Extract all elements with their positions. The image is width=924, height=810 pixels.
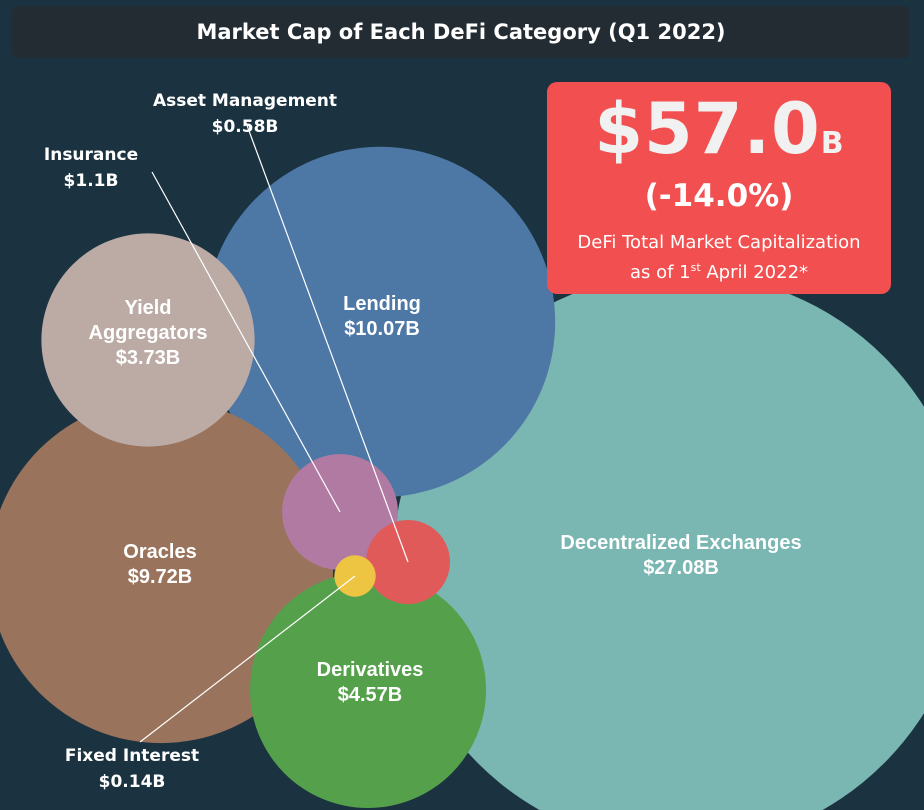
bubble-value-yield-aggregators: $3.73B — [116, 347, 181, 369]
total-value-line: $57.0B — [547, 88, 891, 170]
total-market-cap-box: $57.0B (-14.0%) DeFi Total Market Capita… — [547, 82, 891, 294]
bubble-value-derivatives: $4.57B — [338, 684, 403, 706]
total-change: (-14.0%) — [644, 178, 794, 214]
bubble-value-decentralized-exchanges: $27.08B — [643, 557, 719, 579]
bubble-label-decentralized-exchanges: Decentralized Exchanges — [560, 532, 801, 554]
bubble-label-yield-aggregators: Yield — [124, 297, 171, 319]
bubble-value-lending: $10.07B — [344, 318, 420, 340]
bubble-label-lending: Lending — [343, 293, 421, 315]
total-value: $57.0 — [594, 88, 821, 170]
callout-value-asset-management: $0.58B — [212, 117, 279, 137]
total-description-line1: DeFi Total Market Capitalization — [577, 232, 861, 253]
total-description: DeFi Total Market Capitalization as of 1… — [547, 230, 891, 285]
leader-line-asset-management — [244, 119, 409, 563]
bubble-lending — [204, 146, 556, 498]
callout-value-fixed-interest: $0.14B — [99, 772, 166, 792]
total-description-line2: as of 1st April 2022* — [547, 255, 891, 285]
bubble-yield-aggregators — [41, 233, 255, 447]
bubble-derivatives — [250, 572, 486, 808]
callout-label-insurance: Insurance — [44, 145, 138, 165]
leader-line-insurance — [151, 171, 341, 513]
leader-line-fixed-interest — [139, 575, 356, 743]
bubble-label-oracles: Oracles — [123, 541, 196, 563]
callout-label-asset-management: Asset Management — [153, 91, 337, 111]
total-description-ordinal: st — [690, 261, 701, 274]
chart-title: Market Cap of Each DeFi Category (Q1 202… — [196, 20, 726, 44]
callout-label-fixed-interest: Fixed Interest — [65, 746, 199, 766]
total-description-date: as of 1 — [629, 262, 691, 283]
total-description-suffix: April 2022* — [700, 262, 809, 283]
bubble-value-oracles: $9.72B — [128, 566, 193, 588]
total-unit: B — [820, 126, 844, 161]
bubble-label-derivatives: Derivatives — [317, 659, 424, 681]
callout-value-insurance: $1.1B — [64, 171, 119, 191]
bubble-label-yield-aggregators: Aggregators — [89, 322, 208, 344]
chart-title-bar: Market Cap of Each DeFi Category (Q1 202… — [12, 6, 910, 58]
